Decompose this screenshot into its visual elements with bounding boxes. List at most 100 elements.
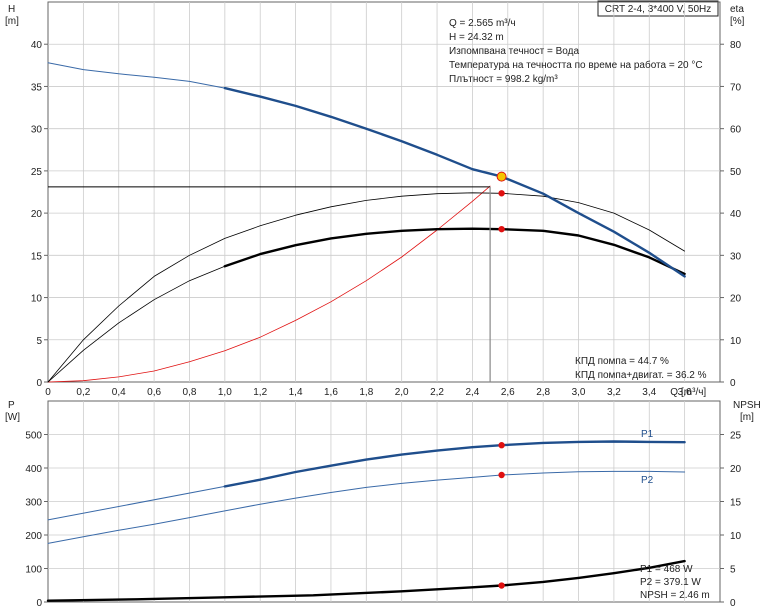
x-tick-label: 3,6	[678, 387, 692, 398]
y-right-tick-label: 60	[730, 125, 742, 136]
x-tick-label: 2,8	[536, 387, 550, 398]
info-line: Q = 2.565 m³/ч	[449, 18, 516, 29]
head-curve-extension	[47, 62, 226, 89]
x-tick-label: 0,8	[183, 387, 197, 398]
power-line: P2 = 379.1 W	[640, 577, 701, 588]
x-tick-label: 2,0	[395, 387, 409, 398]
y-right-tick-label: 10	[730, 336, 742, 347]
y-left-tick-label: 0	[36, 378, 42, 389]
x-tick-label: 1,0	[218, 387, 232, 398]
y-left-tick-label: 15	[31, 251, 43, 262]
y-left-tick-label: 300	[25, 498, 42, 509]
top-plot-frame	[47, 1, 721, 383]
top-panel: 0 5 10 15 20 25 30 35 40 0 10 20 30 40 50 60 70 80 0 0,2 0,4…	[5, 1, 745, 398]
head-curve	[223, 86, 686, 278]
bottom-grid	[48, 401, 720, 602]
eta-pump-curve	[47, 192, 685, 383]
y-right-tick-label: 10	[730, 531, 742, 542]
power-axis-label: P	[8, 400, 15, 411]
x-axis-label: Q	[670, 387, 678, 398]
bottom-tick-labels: 0 100 200 300 400 500 0 5 10 15 20 25	[25, 431, 741, 610]
efficiency-block: КПД помпа = 44.7 % КПД помпа+двигат. = 3…	[575, 356, 707, 381]
info-line: Изпомпвана течност = Вода	[449, 46, 579, 57]
p2-curve	[47, 470, 686, 544]
system-curve	[47, 185, 491, 383]
x-tick-label: 1,8	[359, 387, 373, 398]
info-line: Температура на течността по време на раб…	[449, 59, 703, 71]
y-left-tick-label: 35	[31, 82, 43, 93]
y-right-tick-label: 40	[730, 209, 742, 220]
efficiency-point	[498, 190, 505, 197]
y-left-tick-label: 100	[25, 565, 42, 576]
p2-series-label: P2	[641, 475, 654, 486]
y-left-tick-label: 25	[31, 167, 43, 178]
p1-curve-extension	[47, 485, 226, 521]
x-tick-label: 2,2	[430, 387, 444, 398]
y-left-tick-label: 10	[31, 294, 43, 305]
y-right-axis-label: eta	[730, 4, 744, 15]
y-right-tick-label: 20	[730, 464, 742, 475]
y-left-axis-label: H	[8, 4, 15, 15]
efficiency-line: КПД помпа = 44.7 %	[575, 356, 669, 367]
efficiency-point	[498, 225, 505, 233]
x-tick-label: 0,2	[76, 387, 90, 398]
npsh-curve	[46, 559, 686, 602]
operating-point-marker	[496, 171, 507, 182]
x-tick-label: 2,4	[465, 387, 479, 398]
eta-total-curve	[223, 227, 686, 276]
eta-total-curve-extension	[47, 265, 226, 383]
y-right-tick-label: 0	[730, 598, 736, 609]
x-tick-label: 0,6	[147, 387, 161, 398]
x-tick-label: 0	[45, 387, 51, 398]
x-tick-label: 3,2	[607, 387, 621, 398]
y-left-tick-label: 20	[31, 209, 43, 220]
efficiency-line: КПД помпа+двигат. = 36.2 %	[575, 370, 707, 381]
x-tick-label: 2,6	[501, 387, 515, 398]
power-point	[498, 442, 505, 449]
y-left-tick-label: 200	[25, 531, 42, 542]
top-grid	[48, 2, 720, 382]
y-right-tick-label: 50	[730, 167, 742, 178]
y-left-tick-label: 400	[25, 464, 42, 475]
x-tick-label: 3,4	[642, 387, 656, 398]
y-left-axis-unit: [m]	[5, 16, 19, 27]
x-axis-unit: [m³/ч]	[681, 387, 706, 398]
top-series-layer	[47, 62, 686, 383]
x-tick-label: 3,0	[572, 387, 586, 398]
model-label: CRT 2-4, 3*400 V, 50Hz	[605, 4, 712, 15]
y-right-tick-label: 25	[730, 431, 742, 442]
info-line: H = 24.32 m	[449, 32, 504, 43]
y-left-tick-label: 30	[31, 125, 43, 136]
npsh-axis-label: NPSH	[733, 400, 761, 411]
y-left-tick-label: 0	[36, 598, 42, 609]
y-left-tick-label: 500	[25, 431, 42, 442]
y-right-tick-label: 0	[730, 378, 736, 389]
x-tick-label: 1,2	[253, 387, 267, 398]
y-right-tick-label: 15	[730, 498, 742, 509]
power-axis-unit: [W]	[5, 412, 20, 423]
power-line: P1 = 468 W	[640, 564, 693, 575]
y-right-axis-unit: [%]	[730, 16, 745, 27]
x-tick-label: 0,4	[112, 387, 126, 398]
info-block: Q = 2.565 m³/ч H = 24.32 m Изпомпвана те…	[449, 18, 703, 85]
y-left-tick-label: 5	[36, 336, 42, 347]
x-tick-label: 1,4	[289, 387, 303, 398]
x-tick-label: 1,6	[324, 387, 338, 398]
p1-series-label: P1	[641, 429, 654, 440]
power-point	[498, 582, 505, 589]
bottom-series-layer	[46, 440, 686, 602]
power-point	[498, 471, 505, 479]
p1-curve	[223, 440, 686, 488]
power-block: P1 = 468 W P2 = 379.1 W NPSH = 2.46 m	[640, 564, 710, 601]
bottom-panel: 0 100 200 300 400 500 0 5 10 15 20 25 P [W] NPSH [m…	[5, 400, 761, 609]
info-line: Плътност = 998.2 kg/m³	[449, 74, 558, 85]
y-right-tick-label: 80	[730, 40, 742, 51]
y-right-tick-label: 5	[730, 565, 736, 576]
y-right-tick-label: 70	[730, 82, 742, 93]
power-line: NPSH = 2.46 m	[640, 590, 710, 601]
npsh-axis-unit: [m]	[740, 412, 754, 423]
model-box	[597, 0, 719, 17]
y-right-tick-label: 20	[730, 294, 742, 305]
y-right-tick-label: 30	[730, 251, 742, 262]
